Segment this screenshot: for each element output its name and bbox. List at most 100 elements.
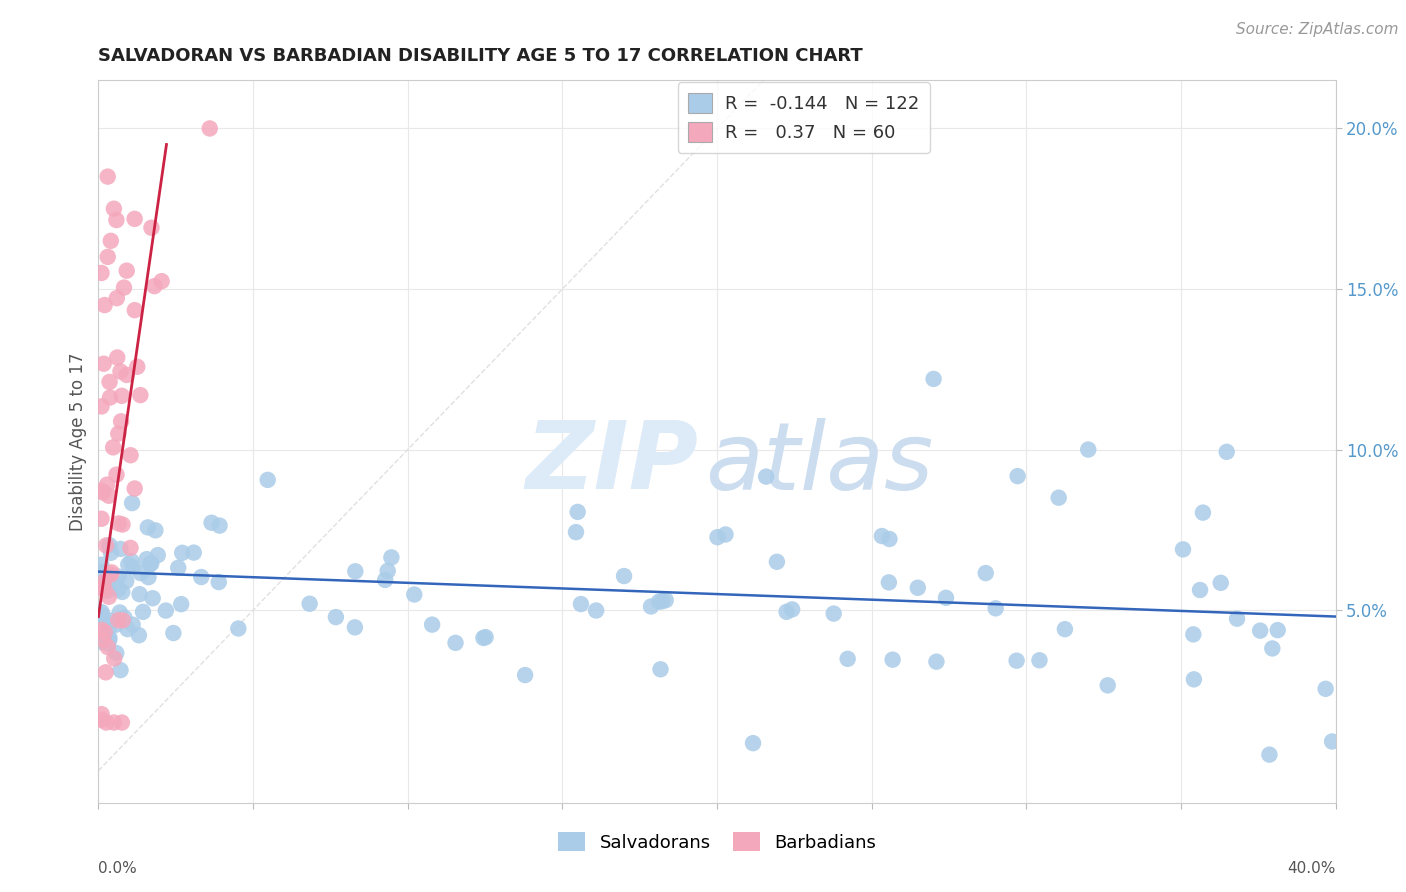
Point <box>98 375 121 389</box>
Point <box>107 569 129 583</box>
Point <box>640 599 662 614</box>
Point <box>879 532 901 546</box>
Point <box>97 581 120 595</box>
Point <box>200 516 222 530</box>
Point <box>91 607 114 622</box>
Point <box>974 566 997 580</box>
Point <box>585 603 607 617</box>
Text: atlas: atlas <box>704 417 934 508</box>
Point <box>170 597 193 611</box>
Point <box>877 575 900 590</box>
Point <box>474 630 496 644</box>
Point <box>90 605 112 619</box>
Point <box>569 597 592 611</box>
Point <box>90 635 112 649</box>
Point <box>98 538 121 552</box>
Point <box>377 564 399 578</box>
Point <box>110 364 132 378</box>
Point <box>172 546 194 560</box>
Point <box>136 520 159 534</box>
Point <box>100 614 122 628</box>
Point <box>1028 653 1050 667</box>
Point <box>90 582 112 596</box>
Point <box>111 389 134 403</box>
Point <box>714 527 737 541</box>
Point <box>613 569 636 583</box>
Point <box>117 558 139 572</box>
Point <box>567 505 589 519</box>
Point <box>404 587 426 601</box>
Point <box>444 636 467 650</box>
Point <box>97 637 120 651</box>
Point <box>145 524 167 538</box>
Point <box>651 594 673 608</box>
Point <box>780 602 803 616</box>
Point <box>1005 654 1028 668</box>
Point <box>124 482 146 496</box>
Point <box>100 566 122 580</box>
Point <box>107 516 129 531</box>
Point <box>90 713 112 727</box>
Point <box>141 557 163 571</box>
Point <box>1077 442 1099 457</box>
Point <box>198 121 221 136</box>
Point <box>472 631 495 645</box>
Point <box>96 538 118 552</box>
Point <box>129 566 152 580</box>
Point <box>111 517 134 532</box>
Point <box>97 632 120 647</box>
Point <box>190 570 212 584</box>
Point <box>121 496 143 510</box>
Point <box>98 391 121 405</box>
Point <box>111 715 134 730</box>
Point <box>755 469 778 483</box>
Point <box>120 448 142 462</box>
Point <box>112 280 135 294</box>
Point <box>1007 469 1029 483</box>
Point <box>183 546 205 560</box>
Point <box>1182 673 1205 687</box>
Point <box>91 485 114 500</box>
Point <box>108 606 131 620</box>
Point <box>105 291 128 305</box>
Text: ZIP: ZIP <box>526 417 699 509</box>
Point <box>97 169 120 184</box>
Point <box>97 640 120 654</box>
Point <box>1053 622 1076 636</box>
Point <box>208 518 231 533</box>
Point <box>513 668 536 682</box>
Point <box>132 605 155 619</box>
Point <box>922 372 945 386</box>
Point <box>107 613 129 627</box>
Point <box>124 211 146 226</box>
Point <box>100 572 122 586</box>
Point <box>90 558 112 572</box>
Point <box>374 573 396 587</box>
Point <box>135 552 157 566</box>
Point <box>124 303 146 318</box>
Text: 0.0%: 0.0% <box>98 861 138 876</box>
Point <box>1258 747 1281 762</box>
Point <box>121 617 143 632</box>
Text: 40.0%: 40.0% <box>1288 861 1336 876</box>
Point <box>1189 582 1212 597</box>
Point <box>128 628 150 642</box>
Point <box>93 625 115 640</box>
Point <box>138 570 160 584</box>
Point <box>96 574 118 588</box>
Point <box>1226 612 1249 626</box>
Point <box>1267 623 1289 637</box>
Point <box>111 585 134 599</box>
Point <box>97 622 120 636</box>
Point <box>90 512 112 526</box>
Point <box>97 590 120 604</box>
Point <box>112 610 135 624</box>
Point <box>98 631 121 645</box>
Point <box>129 388 152 402</box>
Point <box>103 651 125 665</box>
Point <box>105 617 128 632</box>
Point <box>146 548 169 562</box>
Point <box>984 601 1007 615</box>
Point <box>90 483 112 498</box>
Point <box>1097 678 1119 692</box>
